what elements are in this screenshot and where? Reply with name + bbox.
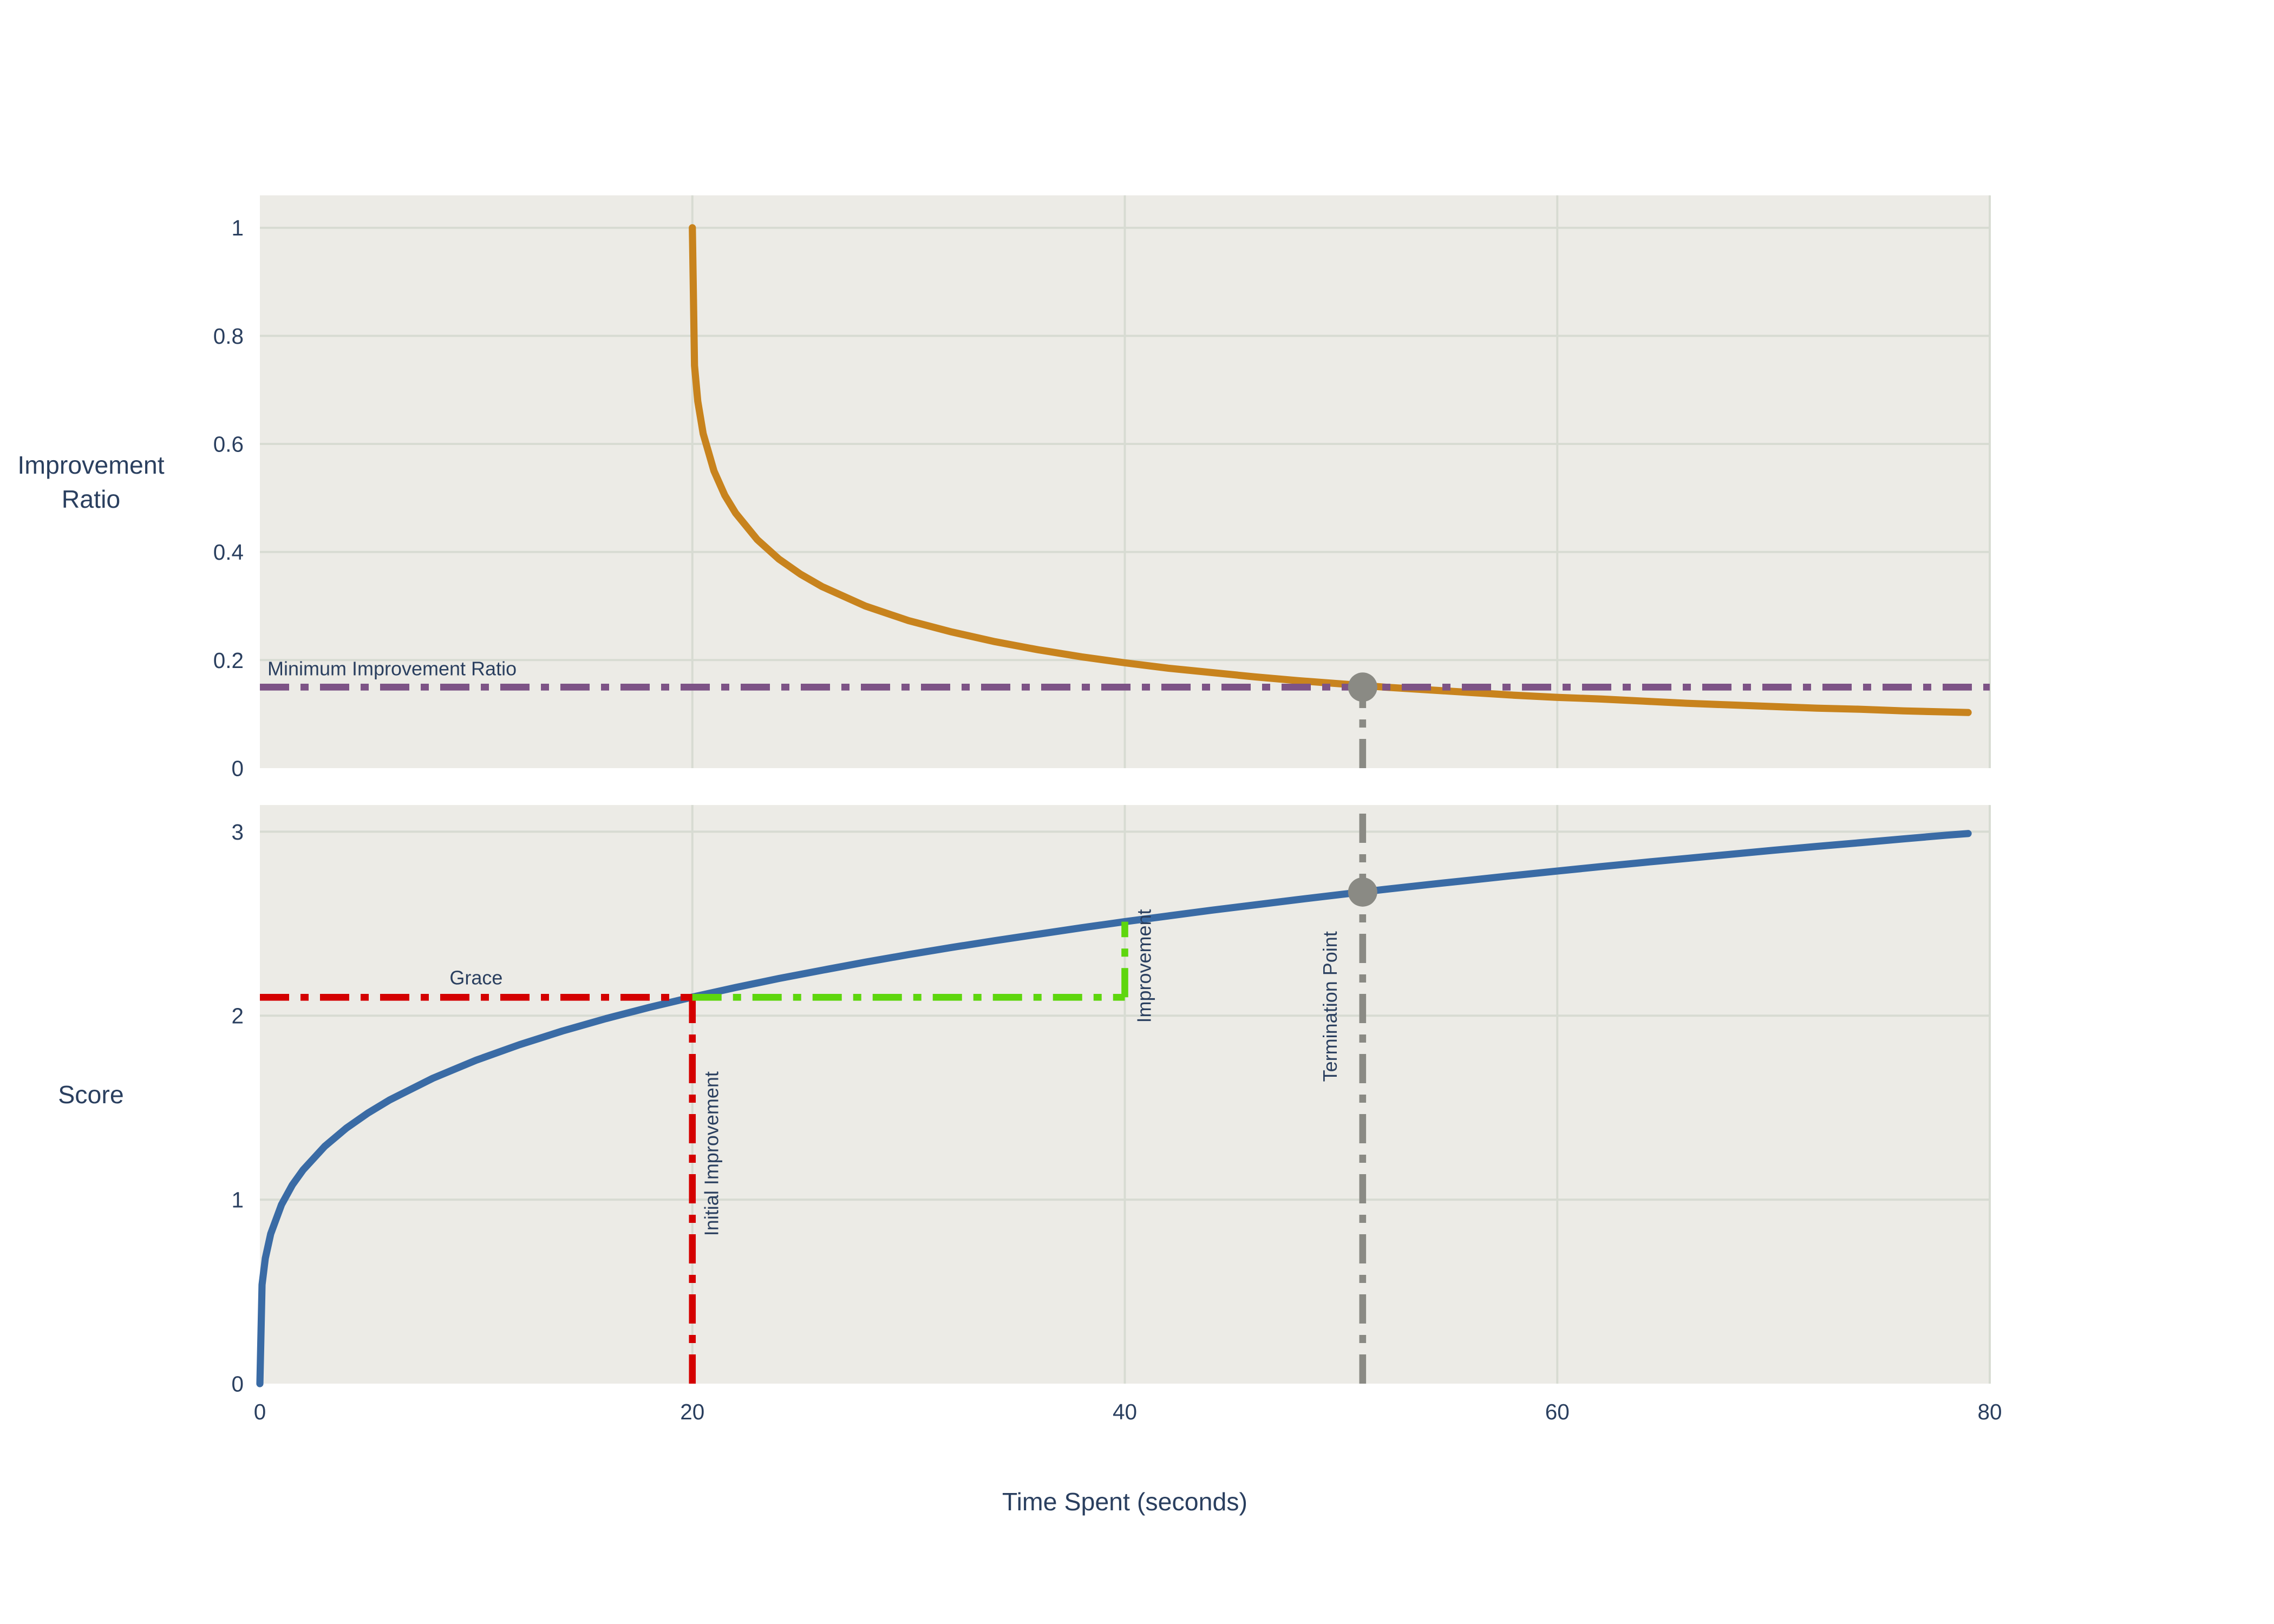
y-axis-title-ratio: Improvement (17, 451, 164, 479)
x-axis-title: Time Spent (seconds) (1002, 1488, 1247, 1516)
score-y-tick-label: 0 (231, 1371, 244, 1396)
termination-marker-score (1348, 877, 1377, 907)
score-y-tick-label: 3 (231, 820, 244, 844)
score-curve (256, 830, 1972, 1387)
y-axis-title-ratio: Ratio (62, 485, 121, 513)
termination-point-label: Termination Point (1319, 931, 1341, 1082)
improvement-label: Improvement (1133, 909, 1155, 1023)
score-y-tick-label: 1 (231, 1188, 244, 1213)
x-tick-label: 80 (1977, 1399, 2002, 1424)
x-tick-label: 20 (680, 1399, 704, 1424)
gridlines (260, 195, 1991, 1384)
ratio-y-tick-label: 0 (231, 756, 244, 781)
grace-label: Grace (449, 966, 502, 988)
ratio-y-tick-label: 0.4 (213, 540, 244, 565)
y-axis-title-score: Score (58, 1081, 123, 1109)
x-tick-label: 40 (1113, 1399, 1137, 1424)
annotations: Minimum Improvement Ratio Grace Initial Im… (267, 657, 1341, 1236)
ratio-y-tick-label: 0.8 (213, 324, 244, 349)
markers (1348, 672, 1377, 907)
ratio-y-tick-label: 0.2 (213, 648, 244, 673)
initial-improvement-label: Initial Improvement (701, 1071, 723, 1236)
axes-labels: 0 0.2 0.4 0.6 0.8 1 Improvement Ratio 0 1 2 3 Score 0… (17, 215, 2002, 1516)
x-tick-label: 0 (254, 1399, 266, 1424)
improvement-ratio-curve (689, 224, 1972, 716)
x-tick-label: 60 (1545, 1399, 1570, 1424)
ratio-y-tick-label: 1 (231, 215, 244, 240)
data-series (256, 224, 1972, 1387)
minimum-improvement-ratio-label: Minimum Improvement Ratio (267, 657, 517, 679)
termination-marker-ratio (1348, 672, 1377, 702)
ratio-y-tick-label: 0.6 (213, 431, 244, 456)
score-y-tick-label: 2 (231, 1004, 244, 1029)
